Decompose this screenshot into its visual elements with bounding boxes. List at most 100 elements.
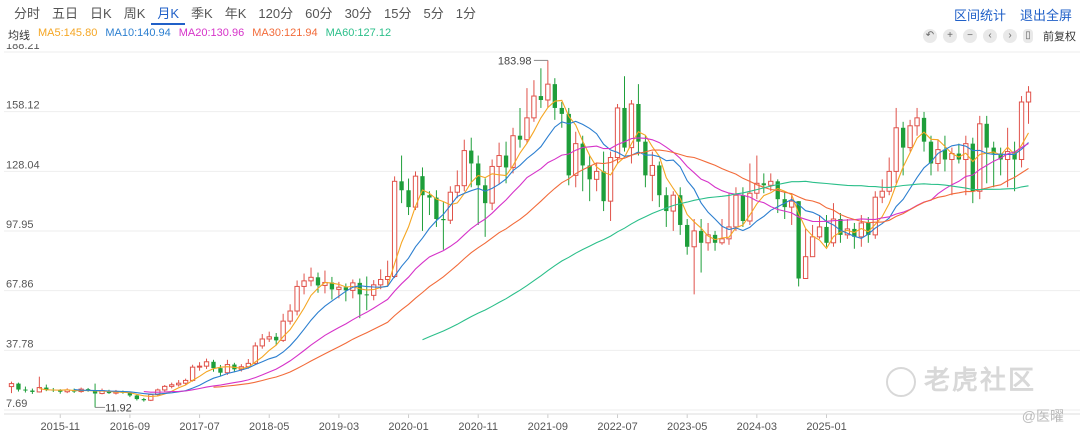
candle-body — [866, 222, 871, 235]
candle-body — [308, 276, 314, 282]
candle-body — [545, 83, 551, 101]
ma20-line — [143, 137, 1029, 393]
candle-body — [628, 103, 635, 149]
candle-body — [636, 103, 641, 142]
candle-body — [984, 123, 989, 148]
candle-body — [469, 150, 474, 164]
range-stats-link[interactable]: 区间统计 — [953, 8, 1006, 23]
candle-body — [796, 201, 801, 279]
period-tab[interactable]: 分时 — [14, 6, 41, 21]
candle-body — [189, 366, 196, 381]
adjust-select[interactable]: 前复权 — [1043, 31, 1076, 43]
candle-body — [517, 135, 523, 140]
candle-body — [420, 176, 425, 196]
candle-body — [1025, 91, 1032, 103]
candle-body — [991, 147, 996, 154]
period-tab[interactable]: 15分 — [384, 6, 412, 21]
x-tick-label: 2018-05 — [249, 421, 289, 433]
min-annotation: 11.92 — [105, 402, 132, 414]
exit-fullscreen-link[interactable]: 退出全屏 — [1019, 8, 1072, 23]
period-tab[interactable]: 季K — [191, 6, 213, 21]
x-tick-label: 2022-07 — [597, 421, 637, 433]
scroll-left-icon[interactable]: ‹ — [983, 29, 997, 43]
ma5-line — [39, 99, 1029, 397]
candle-body — [691, 230, 697, 248]
candle-body — [218, 368, 223, 373]
candle-body — [698, 230, 704, 243]
candle-body — [802, 256, 809, 279]
y-tick-label: 128.04 — [6, 159, 40, 171]
candle-body — [274, 336, 279, 341]
candle-body — [601, 171, 606, 202]
candle-body — [921, 117, 927, 142]
chart-controls: ↶ + − ‹ › ▯ 前复权 — [923, 28, 1076, 44]
ma-legend-item: MA5:145.80 — [38, 27, 98, 39]
candle-body — [726, 226, 732, 240]
candle-body — [58, 390, 63, 392]
candle-body — [593, 170, 600, 180]
candle-body — [92, 390, 98, 394]
candle-body — [294, 285, 300, 312]
candle-body — [211, 361, 216, 369]
candlestick-chart[interactable]: 188.21 158.12 128.04 97.95 67.86 37.78 7.69 183… — [0, 44, 1080, 442]
candle-body — [203, 361, 210, 367]
candle-body — [761, 183, 766, 186]
period-tab[interactable]: 年K — [224, 6, 247, 21]
candle-body — [907, 125, 913, 149]
candle-body — [378, 278, 384, 286]
candle-body — [789, 200, 795, 208]
candle-body — [552, 84, 557, 108]
candle-body — [893, 127, 899, 172]
ma-label: 均线 — [8, 30, 30, 42]
period-tabs: 分时 五日 日K 周K 月K 季K 年K 120分 60分 30分 15分 5分 1分 — [8, 5, 482, 25]
candle-body — [224, 364, 231, 374]
rewind-icon[interactable]: ↶ — [923, 29, 937, 43]
candle-body — [531, 95, 537, 119]
candle-body — [935, 149, 941, 164]
candle-body — [1004, 151, 1011, 161]
period-tab[interactable]: 30分 — [344, 6, 373, 21]
x-tick-label: 2017-07 — [179, 421, 219, 433]
period-tab[interactable]: 5分 — [423, 6, 444, 21]
candle-body — [573, 143, 579, 176]
period-tab[interactable]: 日K — [90, 6, 112, 21]
candle-body — [622, 107, 627, 148]
candle-body — [685, 224, 690, 247]
candle-body — [670, 194, 676, 212]
zoom-out-icon[interactable]: − — [963, 29, 977, 43]
period-tab[interactable]: 月K — [151, 5, 186, 25]
zoom-in-icon[interactable]: + — [943, 29, 957, 43]
ma-legend: 均线 MA5:145.80 MA10:140.94 MA20:130.96 MA30:… — [0, 27, 1080, 43]
candle-body — [587, 165, 592, 180]
period-tab[interactable]: 周K — [123, 6, 146, 21]
period-tab[interactable]: 120分 — [258, 6, 294, 21]
candle-body — [830, 218, 837, 244]
candle-body — [44, 387, 49, 390]
candle-body — [36, 387, 43, 393]
candle-body — [809, 236, 816, 258]
candle-body — [643, 141, 648, 176]
scroll-right-icon[interactable]: › — [1003, 29, 1017, 43]
ma-legend-item: MA30:121.94 — [252, 27, 318, 39]
candle-body — [266, 336, 272, 340]
candle-body — [942, 149, 948, 160]
candle-body — [329, 282, 335, 290]
scrollbar-icon[interactable]: ▯ — [1023, 29, 1033, 43]
period-tab[interactable]: 60分 — [305, 6, 333, 21]
candle-body — [872, 196, 878, 236]
period-tab[interactable]: 1分 — [455, 6, 476, 21]
candle-body — [182, 379, 189, 384]
candle-body — [928, 141, 934, 164]
x-tick-label: 2016-09 — [110, 421, 150, 433]
ma-legend-item: MA60:127.12 — [325, 27, 392, 39]
candle-body — [427, 195, 432, 198]
watermark-logo-icon — [885, 367, 916, 398]
candle-body — [747, 192, 753, 222]
candle-body — [301, 280, 307, 287]
candle-body — [538, 96, 544, 101]
candle-body — [454, 185, 460, 193]
candle-body — [287, 310, 293, 322]
candle-body — [914, 117, 920, 127]
period-tab[interactable]: 五日 — [52, 6, 79, 21]
candle-body — [141, 399, 146, 401]
